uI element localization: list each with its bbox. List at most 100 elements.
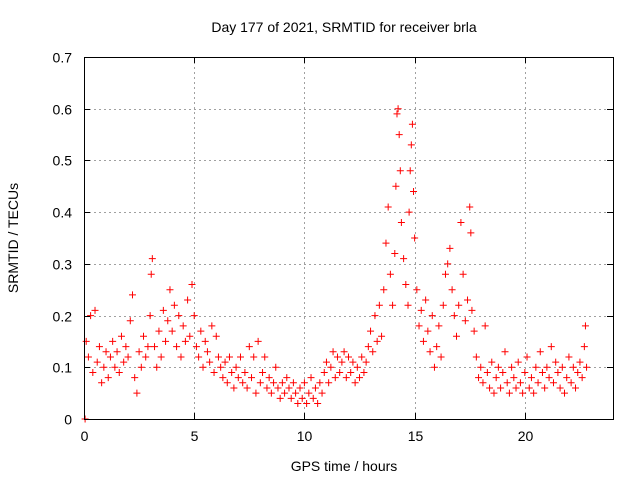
data-point — [433, 343, 441, 351]
data-point — [210, 368, 218, 376]
data-point — [580, 343, 588, 351]
data-point — [147, 270, 155, 278]
data-point — [89, 368, 97, 376]
y-tick-label: 0.5 — [53, 153, 73, 169]
data-point — [393, 110, 401, 118]
data-point — [400, 255, 408, 263]
data-point — [479, 379, 487, 387]
data-point — [283, 374, 291, 382]
data-point — [468, 306, 476, 314]
data-point — [93, 358, 101, 366]
data-point — [311, 384, 319, 392]
data-point — [510, 374, 518, 382]
data-point — [378, 332, 386, 340]
data-point — [428, 312, 436, 320]
data-point — [197, 327, 205, 335]
data-point — [126, 317, 134, 325]
data-point — [380, 286, 388, 294]
data-point — [392, 182, 400, 190]
data-point — [556, 384, 564, 392]
data-point — [338, 358, 346, 366]
data-point — [281, 389, 289, 397]
data-point — [320, 368, 328, 376]
data-point — [561, 389, 569, 397]
data-point — [225, 353, 233, 361]
data-point — [179, 322, 187, 330]
data-point — [446, 244, 454, 252]
data-point — [296, 384, 304, 392]
data-point — [419, 337, 427, 345]
y-tick-label: 0.6 — [53, 102, 73, 118]
data-point — [117, 332, 125, 340]
data-point — [563, 374, 571, 382]
data-point — [289, 379, 297, 387]
data-point — [188, 281, 196, 289]
data-point — [236, 353, 244, 361]
data-point — [347, 368, 355, 376]
data-point — [501, 348, 509, 356]
data-point — [285, 384, 293, 392]
data-point — [217, 363, 225, 371]
data-point — [342, 374, 350, 382]
data-point — [457, 218, 465, 226]
x-tick-label: 10 — [297, 428, 313, 444]
data-point — [534, 379, 542, 387]
data-point — [298, 394, 306, 402]
data-point — [115, 368, 123, 376]
data-point — [444, 260, 452, 268]
data-point — [508, 363, 516, 371]
data-point — [472, 353, 480, 361]
data-point — [435, 322, 443, 330]
data-point — [203, 348, 211, 356]
data-point — [206, 358, 214, 366]
data-point — [519, 389, 527, 397]
data-point — [384, 203, 392, 211]
data-point — [578, 374, 586, 382]
data-point — [292, 389, 300, 397]
data-point — [547, 343, 555, 351]
data-point — [488, 358, 496, 366]
data-point — [492, 374, 500, 382]
data-point — [329, 348, 337, 356]
y-axis-label: SRMTID / TECUs — [5, 183, 21, 293]
data-point — [407, 141, 415, 149]
data-point — [223, 379, 231, 387]
data-point — [104, 374, 112, 382]
data-point — [146, 312, 154, 320]
data-point — [230, 384, 238, 392]
data-point — [170, 301, 178, 309]
data-point — [569, 363, 577, 371]
data-point — [102, 348, 110, 356]
data-point — [397, 218, 405, 226]
data-point — [464, 296, 472, 304]
data-point — [536, 348, 544, 356]
data-point — [267, 389, 275, 397]
data-point — [228, 368, 236, 376]
data-point — [554, 368, 562, 376]
data-point — [276, 394, 284, 402]
data-point — [256, 379, 264, 387]
data-point — [120, 358, 128, 366]
data-point — [177, 353, 185, 361]
data-point — [111, 363, 119, 371]
y-tick-label: 0.4 — [53, 205, 73, 221]
data-point — [396, 167, 404, 175]
data-point — [486, 384, 494, 392]
data-point — [455, 301, 463, 309]
data-point — [386, 270, 394, 278]
data-point — [453, 332, 461, 340]
data-point — [327, 363, 335, 371]
data-point — [583, 363, 591, 371]
data-point — [248, 374, 256, 382]
data-point — [157, 353, 165, 361]
data-point — [514, 358, 522, 366]
data-point — [133, 389, 141, 397]
data-point — [512, 384, 520, 392]
data-point — [252, 389, 260, 397]
data-point — [135, 348, 143, 356]
data-point — [254, 337, 262, 345]
data-point — [437, 353, 445, 361]
data-point — [422, 296, 430, 304]
data-point — [459, 270, 467, 278]
data-point — [190, 312, 198, 320]
